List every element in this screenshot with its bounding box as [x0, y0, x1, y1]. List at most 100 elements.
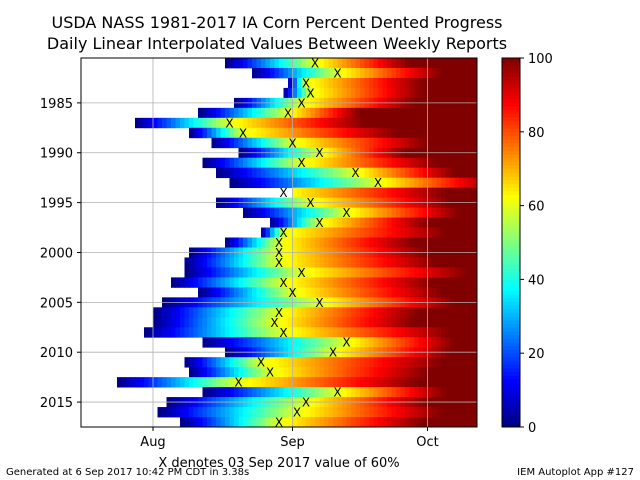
heatmap-cell [288, 357, 293, 368]
heatmap-cell [463, 157, 469, 169]
heatmap-cell [472, 217, 478, 228]
heatmap-cell [454, 177, 460, 189]
heatmap-cell [463, 137, 469, 149]
heatmap-cell [364, 58, 370, 69]
heatmap-cell [342, 407, 347, 418]
heatmap-cell [414, 227, 419, 238]
heatmap-cell [427, 58, 433, 69]
heatmap-cell [306, 337, 311, 348]
heatmap-cell [261, 237, 266, 248]
heatmap-cell [360, 287, 365, 298]
heatmap-cell [333, 377, 338, 388]
heatmap-cell [220, 307, 226, 318]
heatmap-cell [202, 357, 208, 368]
heatmap-cell [373, 157, 379, 169]
heatmap-row [202, 387, 478, 398]
heatmap-cell [441, 207, 446, 218]
heatmap-cell [373, 67, 379, 79]
heatmap-cell [360, 157, 365, 169]
heatmap-cell [292, 127, 298, 139]
heatmap-cell [378, 167, 383, 179]
heatmap-cell [297, 137, 302, 149]
colorbar-segment [502, 113, 520, 118]
colorbar-segment [502, 220, 520, 225]
heatmap-cell [472, 207, 478, 218]
heatmap-cell [355, 157, 361, 169]
heatmap-cell [432, 207, 437, 218]
heatmap-cell [184, 307, 190, 318]
heatmap-cell [225, 287, 230, 298]
heatmap-cell [405, 177, 410, 189]
heatmap-cell [400, 177, 406, 189]
heatmap-cell [315, 267, 320, 278]
heatmap-cell [364, 337, 370, 348]
heatmap-cell [360, 137, 365, 149]
heatmap-cell [243, 58, 248, 69]
heatmap-cell [310, 377, 316, 388]
heatmap-cell [472, 267, 478, 278]
heatmap-cell [324, 367, 329, 378]
heatmap-cell [283, 58, 289, 69]
heatmap-cell [418, 327, 424, 338]
heatmap-row [202, 157, 478, 169]
heatmap-cell [319, 237, 325, 248]
heatmap-cell [328, 417, 334, 428]
heatmap-cell [342, 207, 347, 218]
heatmap-cell [468, 377, 473, 388]
heatmap-cell [387, 227, 392, 238]
heatmap-cell [324, 327, 329, 338]
heatmap-cell [436, 377, 442, 388]
heatmap-cell [400, 327, 406, 338]
heatmap-cell [364, 287, 370, 298]
heatmap-cell [378, 58, 383, 69]
heatmap-cell [198, 287, 203, 298]
heatmap-cell [261, 207, 266, 218]
heatmap-cell [328, 277, 334, 288]
heatmap-cell [315, 167, 320, 179]
colorbar-segment [502, 316, 520, 321]
heatmap-cell [252, 357, 257, 368]
heatmap-cell [400, 217, 406, 228]
axes-frame [80, 57, 478, 428]
heatmap-cell [432, 287, 437, 298]
heatmap-cell [378, 407, 383, 418]
heatmap-cell [436, 157, 442, 169]
heatmap-cell [342, 377, 347, 388]
value-marker: X [333, 66, 341, 80]
heatmap-cell [414, 58, 419, 69]
heatmap-cell [472, 417, 478, 428]
heatmap-cell [355, 107, 361, 119]
heatmap-cell [265, 327, 271, 338]
heatmap-cell [324, 77, 329, 89]
heatmap-cell [229, 367, 235, 378]
heatmap-cell [351, 177, 356, 189]
heatmap-cell [333, 387, 338, 398]
heatmap-cell [283, 137, 289, 149]
heatmap-cell [355, 307, 361, 318]
heatmap-cell [207, 117, 212, 129]
heatmap-cell [373, 257, 379, 268]
heatmap-cell [252, 58, 257, 69]
colorbar-segment [502, 301, 520, 306]
heatmap-cell [360, 307, 365, 318]
heatmap-cell [310, 387, 316, 398]
heatmap-cell [346, 357, 352, 368]
heatmap-cell [414, 377, 419, 388]
heatmap-cell [441, 367, 446, 378]
heatmap-cell [391, 167, 397, 179]
heatmap-cell [175, 377, 181, 388]
heatmap-cell [256, 287, 262, 298]
colorbar-segment [502, 157, 520, 162]
heatmap-cell [256, 317, 262, 328]
heatmap-cell [472, 117, 478, 129]
colorbar-segment [502, 58, 520, 63]
heatmap-cell [342, 67, 347, 79]
heatmap-cell [400, 127, 406, 139]
heatmap-cell [463, 317, 469, 328]
heatmap-cell [360, 67, 365, 79]
heatmap-cell [184, 277, 190, 288]
heatmap-cell [256, 127, 262, 139]
heatmap-cell [265, 307, 271, 318]
heatmap-cell [432, 387, 437, 398]
